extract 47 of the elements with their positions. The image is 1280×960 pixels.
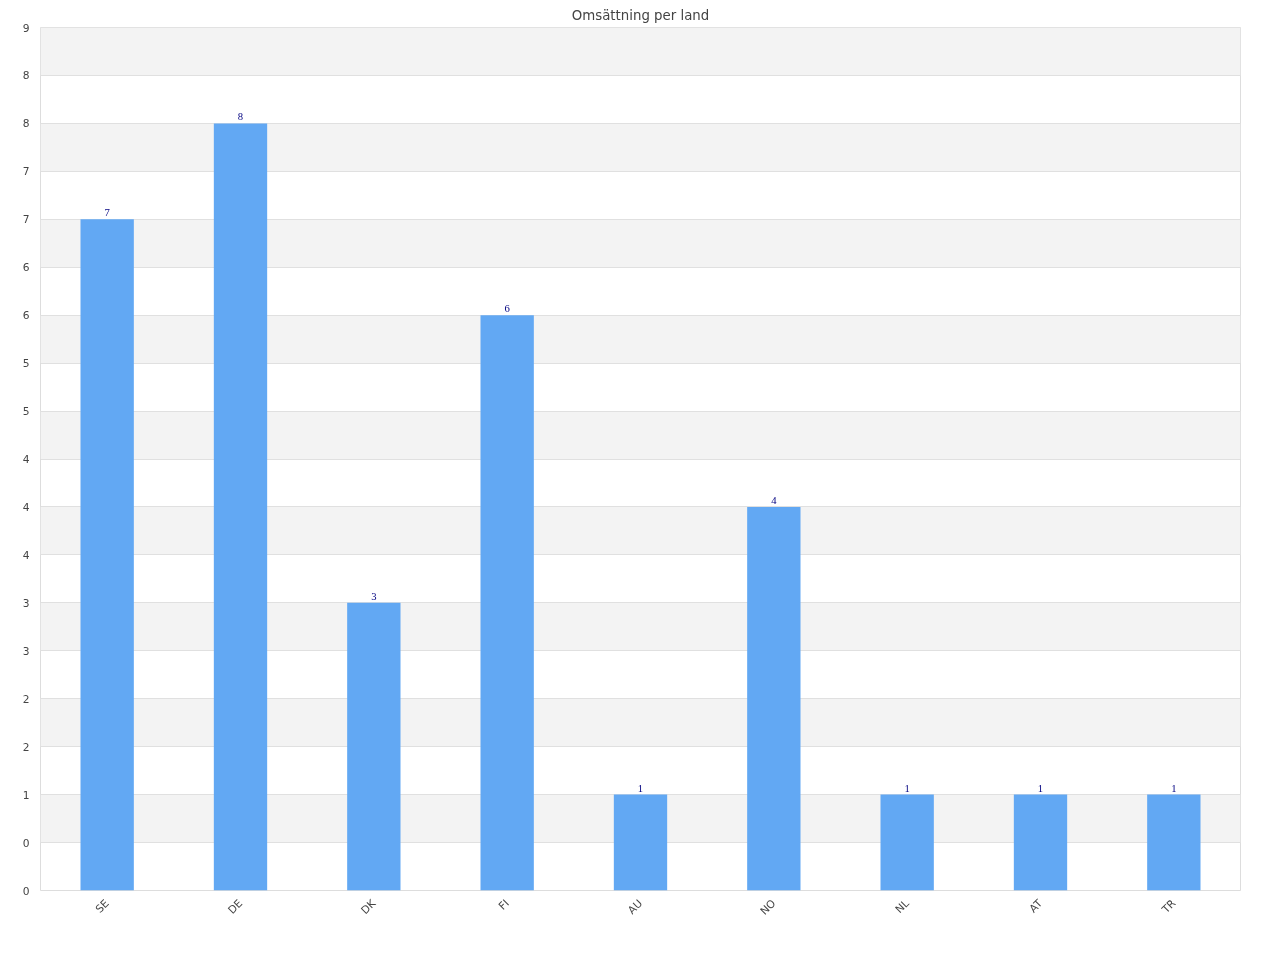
x-tick-label: AU	[625, 896, 646, 917]
x-tick-label: NL	[892, 896, 912, 916]
bar	[1147, 794, 1201, 891]
bar	[347, 602, 401, 891]
chart-title: Omsättning per land	[571, 7, 710, 23]
y-tick-label: 7	[22, 213, 30, 227]
bar	[480, 315, 534, 891]
bar	[613, 794, 668, 891]
data-label: 4	[771, 494, 778, 506]
y-tick-label: 8	[22, 69, 30, 83]
data-label: 3	[371, 590, 377, 602]
data-label: 1	[1171, 782, 1177, 794]
data-label: 7	[104, 207, 111, 219]
bar	[213, 123, 268, 891]
data-label: 1	[1037, 782, 1044, 794]
y-tick-label: 9	[22, 21, 30, 35]
bar	[880, 794, 934, 891]
y-tick-label: 5	[22, 405, 30, 419]
data-label: 6	[504, 303, 511, 315]
x-tick-label: SE	[93, 896, 112, 916]
bar	[1013, 794, 1068, 891]
y-tick-label: 3	[22, 644, 30, 658]
bar	[747, 506, 801, 891]
data-label: 8	[237, 111, 244, 123]
y-tick-label: 6	[22, 309, 30, 323]
y-tick-label: 2	[22, 692, 30, 706]
y-tick-label: 0	[22, 836, 30, 850]
data-label: 1	[904, 782, 910, 794]
x-tick-label: AT	[1026, 896, 1046, 916]
x-tick-label: TR	[1158, 896, 1179, 917]
x-tick-label: FI	[496, 896, 512, 913]
y-tick-label: 5	[22, 357, 30, 371]
x-tick-label: DK	[358, 896, 380, 917]
x-tick-label: NO	[757, 896, 779, 918]
bar	[80, 219, 134, 891]
y-tick-label: 2	[22, 740, 30, 754]
y-tick-label: 0	[22, 884, 30, 898]
y-tick-label: 4	[22, 548, 30, 562]
y-tick-label: 4	[22, 500, 30, 514]
y-tick-label: 8	[22, 117, 30, 131]
y-tick-label: 7	[22, 165, 30, 179]
y-tick-label: 6	[22, 261, 30, 275]
data-label: 1	[637, 782, 644, 794]
y-tick-label: 4	[22, 453, 30, 466]
y-tick-label: 3	[22, 596, 30, 610]
y-tick-label: 1	[22, 788, 30, 802]
x-tick-label: DE	[225, 896, 246, 917]
